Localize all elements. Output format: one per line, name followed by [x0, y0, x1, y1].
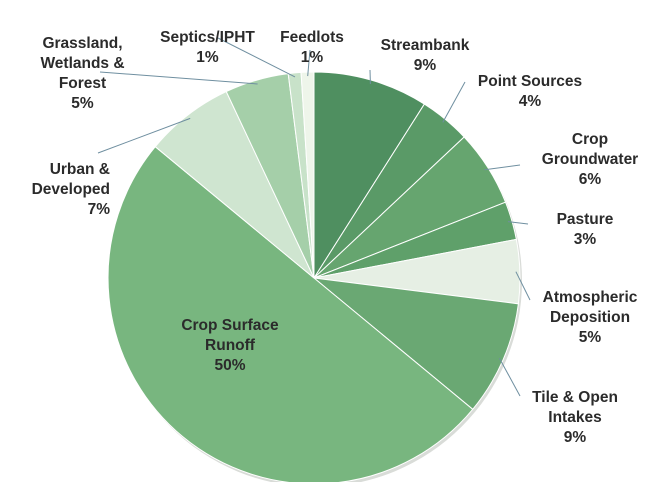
slice-label-tile-open-intakes: Tile & Open Intakes 9% [532, 389, 618, 446]
leader-line-feedlots [307, 49, 311, 77]
leader-line-crop-groundwater [484, 164, 521, 171]
pie-slice-crop-surface-runoff [107, 145, 474, 482]
slice-label-crop-surface-runoff: Crop Surface Runoff 50% [181, 317, 279, 374]
slice-label-atmospheric-deposition: Atmospheric Deposition 5% [542, 289, 638, 346]
pie-slice-feedlots [300, 71, 315, 279]
slice-label-urban-developed: Urban & Developed 7% [31, 161, 110, 218]
pie-slice-tile-open-intakes [312, 277, 519, 411]
leader-line-point-sources [442, 81, 466, 123]
slice-label-grassland-wetlands-forest: Grassland, Wetlands & Forest 5% [40, 35, 125, 112]
slice-label-septics-ipht: Septics/IPHT 1% [160, 29, 255, 66]
slice-label-crop-groundwater: Crop Groundwater 6% [541, 131, 639, 188]
slice-label-point-sources: Point Sources 4% [477, 73, 583, 110]
pie-slice-streambank [313, 71, 426, 280]
leader-line-septics-ipht [217, 37, 296, 78]
slice-label-pasture: Pasture 3% [556, 211, 614, 248]
leader-line-pasture [507, 221, 529, 225]
leader-line-grassland-wetlands-forest [99, 71, 258, 85]
slice-label-streambank: Streambank 9% [380, 37, 470, 74]
slice-label-feedlots: Feedlots 1% [280, 29, 344, 66]
leader-line-urban-developed [97, 117, 191, 154]
leader-line-atmospheric-deposition [515, 271, 531, 301]
leader-line-tile-open-intakes [498, 357, 521, 397]
